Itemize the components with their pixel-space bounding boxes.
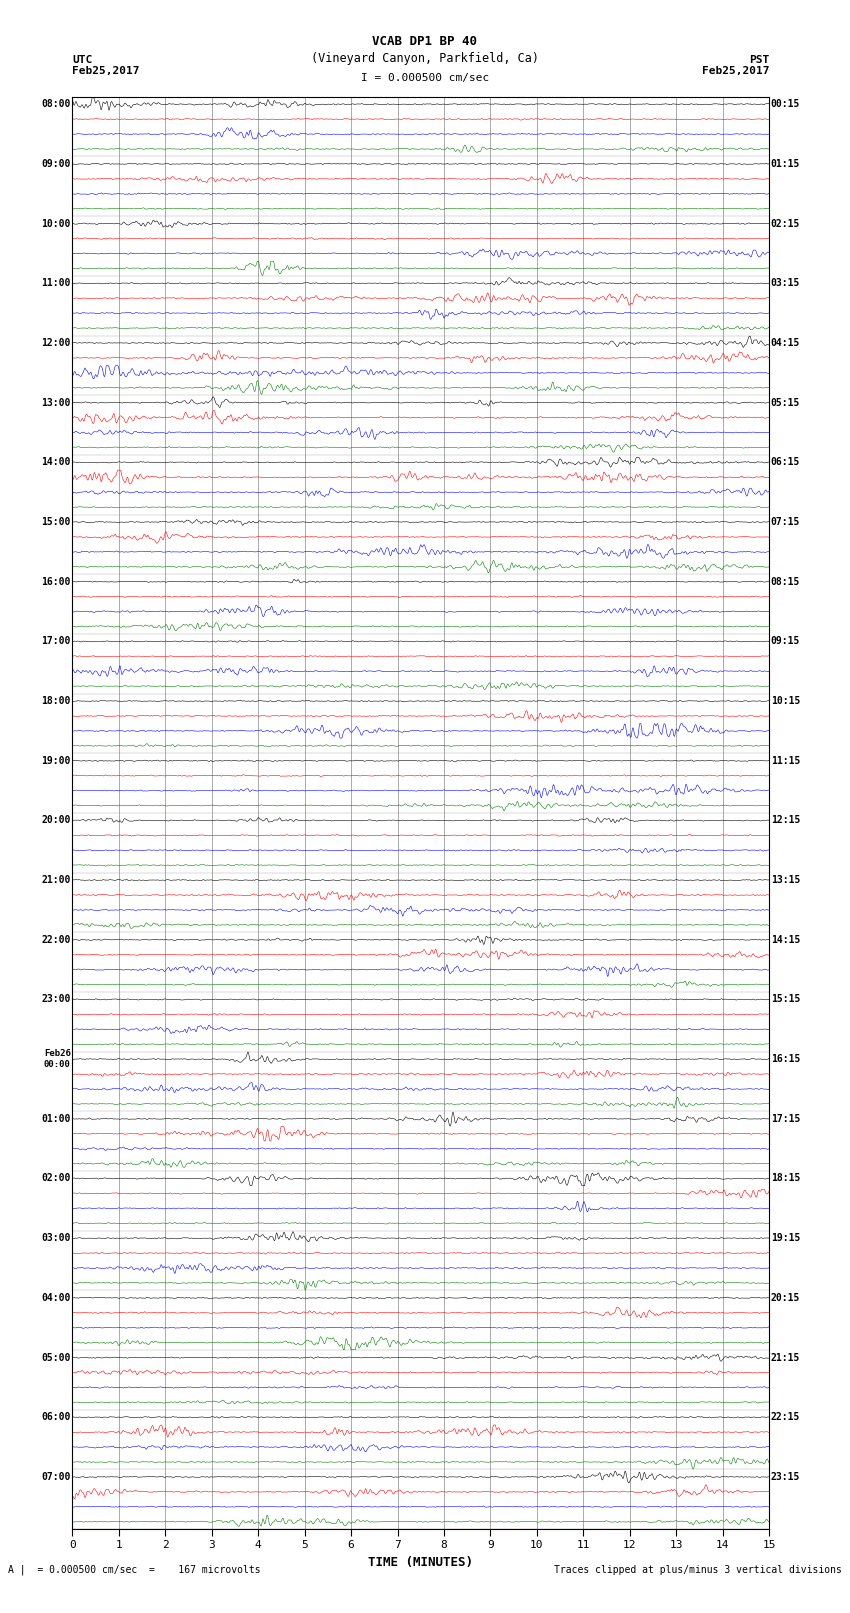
Text: 02:15: 02:15 (771, 219, 800, 229)
Text: 11:15: 11:15 (771, 756, 800, 766)
Text: (Vineyard Canyon, Parkfield, Ca): (Vineyard Canyon, Parkfield, Ca) (311, 52, 539, 65)
Text: 10:00: 10:00 (42, 219, 71, 229)
Text: 13:00: 13:00 (42, 398, 71, 408)
Text: 12:00: 12:00 (42, 339, 71, 348)
Text: 03:00: 03:00 (42, 1234, 71, 1244)
X-axis label: TIME (MINUTES): TIME (MINUTES) (368, 1557, 473, 1569)
Text: 01:00: 01:00 (42, 1115, 71, 1124)
Text: Feb25,2017: Feb25,2017 (702, 66, 769, 76)
Text: VCAB DP1 BP 40: VCAB DP1 BP 40 (372, 35, 478, 48)
Text: 15:00: 15:00 (42, 518, 71, 527)
Text: 05:15: 05:15 (771, 398, 800, 408)
Text: Feb26: Feb26 (44, 1048, 71, 1058)
Text: 04:00: 04:00 (42, 1294, 71, 1303)
Text: 21:00: 21:00 (42, 876, 71, 886)
Text: 07:15: 07:15 (771, 518, 800, 527)
Text: 05:00: 05:00 (42, 1353, 71, 1363)
Text: 04:15: 04:15 (771, 339, 800, 348)
Text: 14:00: 14:00 (42, 458, 71, 468)
Text: 18:15: 18:15 (771, 1174, 800, 1184)
Text: 08:00: 08:00 (42, 100, 71, 110)
Text: 06:00: 06:00 (42, 1413, 71, 1423)
Text: 00:15: 00:15 (771, 100, 800, 110)
Text: 07:00: 07:00 (42, 1473, 71, 1482)
Text: 23:15: 23:15 (771, 1473, 800, 1482)
Text: 19:00: 19:00 (42, 756, 71, 766)
Text: A |  = 0.000500 cm/sec  =    167 microvolts: A | = 0.000500 cm/sec = 167 microvolts (8, 1565, 261, 1576)
Text: 16:15: 16:15 (771, 1055, 800, 1065)
Text: 09:15: 09:15 (771, 637, 800, 647)
Text: 06:15: 06:15 (771, 458, 800, 468)
Text: 13:15: 13:15 (771, 876, 800, 886)
Text: 02:00: 02:00 (42, 1174, 71, 1184)
Text: 22:15: 22:15 (771, 1413, 800, 1423)
Text: 15:15: 15:15 (771, 995, 800, 1005)
Text: 01:15: 01:15 (771, 160, 800, 169)
Text: 18:00: 18:00 (42, 697, 71, 706)
Text: UTC: UTC (72, 55, 93, 65)
Text: 00:00: 00:00 (44, 1060, 71, 1069)
Text: 19:15: 19:15 (771, 1234, 800, 1244)
Text: Feb25,2017: Feb25,2017 (72, 66, 139, 76)
Text: 14:15: 14:15 (771, 936, 800, 945)
Text: 16:00: 16:00 (42, 577, 71, 587)
Text: 03:15: 03:15 (771, 279, 800, 289)
Text: 20:15: 20:15 (771, 1294, 800, 1303)
Text: I = 0.000500 cm/sec: I = 0.000500 cm/sec (361, 73, 489, 82)
Text: 20:00: 20:00 (42, 816, 71, 826)
Text: 17:00: 17:00 (42, 637, 71, 647)
Text: 09:00: 09:00 (42, 160, 71, 169)
Text: 10:15: 10:15 (771, 697, 800, 706)
Text: 22:00: 22:00 (42, 936, 71, 945)
Text: PST: PST (749, 55, 769, 65)
Text: 12:15: 12:15 (771, 816, 800, 826)
Text: 23:00: 23:00 (42, 995, 71, 1005)
Text: Traces clipped at plus/minus 3 vertical divisions: Traces clipped at plus/minus 3 vertical … (553, 1565, 842, 1574)
Text: 08:15: 08:15 (771, 577, 800, 587)
Text: 21:15: 21:15 (771, 1353, 800, 1363)
Text: 11:00: 11:00 (42, 279, 71, 289)
Text: 17:15: 17:15 (771, 1115, 800, 1124)
